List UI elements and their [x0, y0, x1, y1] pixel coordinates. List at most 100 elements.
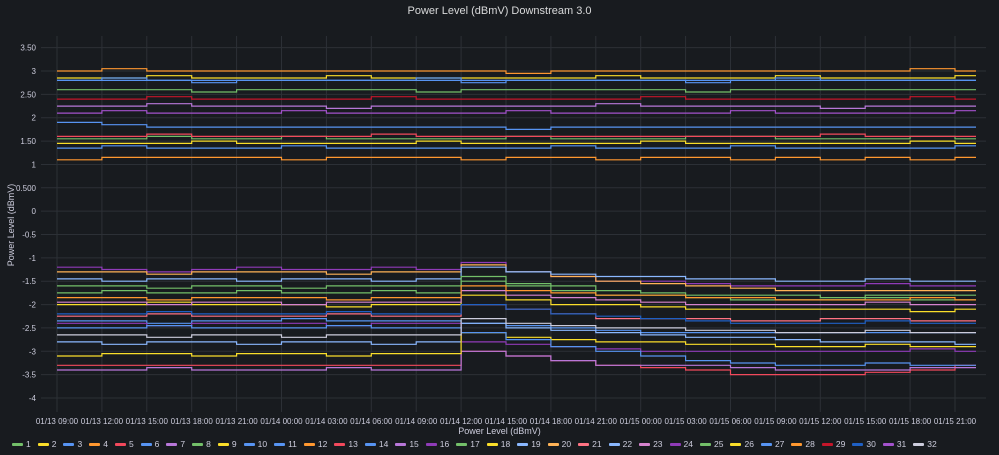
legend-label: 1 [26, 439, 31, 449]
legend-label: 22 [622, 439, 633, 449]
legend-item-31[interactable]: 31 [882, 438, 907, 450]
legend-item-30[interactable]: 30 [852, 438, 876, 450]
series-line-25 [57, 275, 976, 299]
legend-item-13[interactable]: 13 [334, 438, 358, 450]
legend-label: 32 [927, 439, 937, 449]
x-tick-label: 01/14 21:00 [575, 417, 618, 426]
legend-item-19[interactable]: 19 [517, 438, 541, 450]
legend-item-20[interactable]: 20 [547, 438, 572, 450]
x-tick-label: 01/15 09:00 [754, 417, 797, 426]
legend-item-16[interactable]: 16 [425, 438, 450, 450]
legend-swatch [63, 442, 75, 446]
x-tick-label: 01/13 18:00 [171, 417, 214, 426]
series-line-3 [57, 79, 976, 84]
series-line-12 [57, 156, 976, 161]
y-tick-label: 1.50 [20, 137, 36, 146]
legend-swatch [140, 442, 152, 446]
legend-label: 11 [288, 439, 297, 449]
legend-swatch [760, 442, 772, 446]
legend-item-10[interactable]: 10 [243, 438, 267, 450]
legend-swatch [700, 442, 711, 446]
series-line-15 [57, 350, 976, 371]
legend-label: 13 [348, 439, 358, 449]
legend-item-26[interactable]: 26 [730, 438, 754, 450]
x-tick-label: 01/15 00:00 [620, 417, 663, 426]
series-line-19 [57, 322, 976, 345]
legend-swatch [882, 442, 894, 446]
legend-label: 20 [561, 439, 572, 449]
legend-label: 3 [77, 439, 83, 449]
legend-label: 31 [896, 439, 907, 449]
legend-item-27[interactable]: 27 [760, 438, 784, 450]
legend-item-4[interactable]: 4 [89, 438, 108, 450]
legend-item-3[interactable]: 3 [63, 438, 82, 450]
legend-label: 21 [592, 439, 602, 449]
y-tick-label: -1 [29, 254, 37, 263]
legend-swatch [303, 442, 315, 446]
legend-item-25[interactable]: 25 [700, 438, 723, 450]
legend-item-7[interactable]: 7 [166, 438, 185, 450]
series-line-10 [57, 121, 976, 130]
legend-item-29[interactable]: 29 [821, 438, 845, 450]
legend-item-1[interactable]: 1 [12, 438, 31, 450]
legend-swatch [578, 442, 590, 446]
legend-item-22[interactable]: 22 [608, 438, 633, 450]
series-line-21 [57, 304, 976, 322]
series-line-16 [57, 261, 976, 287]
x-tick-label: 01/14 18:00 [530, 417, 573, 426]
legend-label: 8 [206, 439, 211, 449]
legend-item-18[interactable]: 18 [486, 438, 511, 450]
legend-label: 9 [231, 439, 237, 449]
y-tick-label: -1.5 [22, 277, 36, 286]
x-axis-ticks: 01/13 09:00 01/13 12:00 01/13 15:00 01/13 1… [36, 417, 977, 426]
legend-item-23[interactable]: 23 [639, 438, 663, 450]
legend-item-12[interactable]: 12 [303, 438, 327, 450]
y-axis-ticks: 3.50 3 2.50 2 1.50 1 0.500 0 -0.5 -1 -1.5 -2 -2.5 -3 -… [16, 44, 37, 403]
legend-item-11[interactable]: 11 [274, 438, 297, 450]
legend-label: 24 [683, 439, 693, 449]
chart-title: Power Level (dBmV) Downstream 3.0 [407, 5, 592, 17]
y-tick-label: -3 [29, 347, 37, 356]
legend-swatch [486, 442, 498, 446]
legend-swatch [821, 442, 833, 446]
legend-item-5[interactable]: 5 [114, 438, 134, 450]
y-axis-label: Power Level (dBmV) [6, 183, 16, 267]
legend-item-28[interactable]: 28 [791, 438, 815, 450]
legend-swatch [192, 442, 204, 446]
y-axis-label-wrap: Power Level (dBmV) [4, 184, 16, 267]
legend-label: 18 [500, 439, 511, 449]
legend-item-6[interactable]: 6 [140, 438, 159, 450]
legend-item-14[interactable]: 14 [364, 438, 389, 450]
x-tick-label: 01/15 06:00 [709, 417, 752, 426]
legend-label: 14 [378, 439, 389, 449]
series-line-27 [57, 325, 976, 366]
legend-swatch [913, 442, 925, 446]
legend-item-32[interactable]: 32 [913, 438, 937, 450]
legend-item-2[interactable]: 2 [37, 438, 57, 450]
legend-label: 16 [439, 439, 450, 449]
legend-swatch [37, 442, 49, 446]
x-tick-label: 01/13 12:00 [81, 417, 124, 426]
legend-item-15[interactable]: 15 [395, 438, 419, 450]
legend-swatch [395, 442, 407, 446]
legend-swatch [217, 442, 229, 446]
legend-swatch [852, 442, 864, 446]
series-line-13 [57, 350, 976, 376]
legend-swatch [12, 442, 23, 446]
legend-item-8[interactable]: 8 [192, 438, 211, 450]
series-line-18 [57, 294, 976, 313]
legend-item-17[interactable]: 17 [456, 438, 480, 450]
legend-label: 28 [805, 439, 815, 449]
legend-label: 2 [51, 439, 57, 449]
legend-item-21[interactable]: 21 [578, 438, 602, 450]
legend-swatch [89, 442, 101, 446]
x-tick-label: 01/15 12:00 [799, 417, 842, 426]
legend-item-9[interactable]: 9 [217, 438, 237, 450]
series-line-2 [57, 75, 976, 79]
legend-swatch [166, 442, 178, 446]
y-tick-label: -3.5 [22, 371, 36, 380]
series-line-6 [57, 145, 976, 149]
legend-item-24[interactable]: 24 [669, 438, 693, 450]
series-line-20 [57, 264, 976, 292]
legend-label: 19 [531, 439, 541, 449]
